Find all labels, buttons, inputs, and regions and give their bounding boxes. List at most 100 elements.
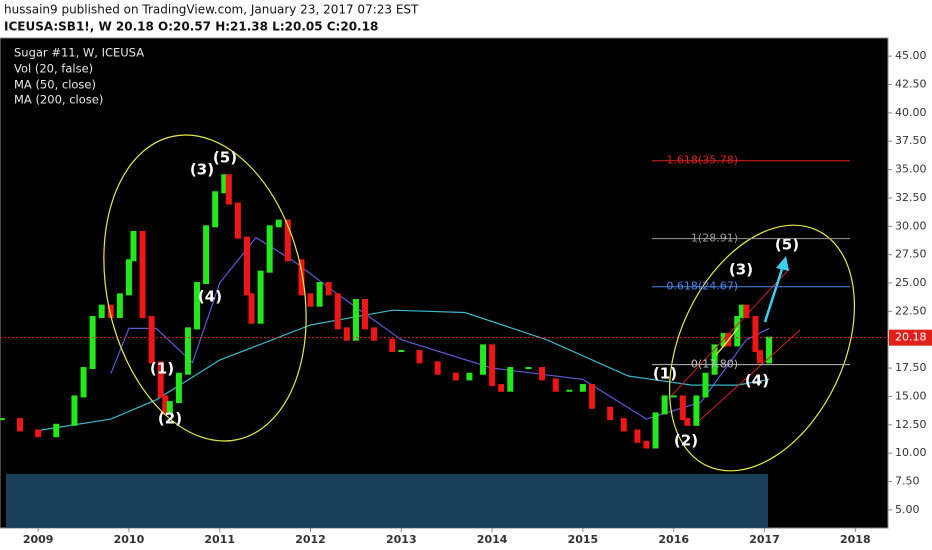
price-candle (275, 219, 282, 228)
price-candle (139, 230, 146, 319)
x-tick-label: 2011 (204, 533, 235, 546)
price-candle (371, 327, 378, 341)
price-candle (480, 344, 487, 375)
volume-band (6, 474, 768, 528)
price-candle (489, 344, 496, 387)
price-candle (0, 418, 5, 421)
price-candle (589, 384, 595, 409)
price-candle (620, 418, 627, 432)
price-candle (452, 372, 459, 381)
price-candle (756, 350, 763, 364)
price-candle (130, 230, 137, 262)
price-candle (607, 406, 614, 421)
y-tick-label: 35.00 (895, 163, 927, 176)
price-candle (162, 395, 169, 415)
price-candle (166, 401, 173, 415)
wave-label: (5) (213, 149, 237, 167)
wave-label: (3) (190, 161, 214, 179)
fib-label: 0.618(24.67) (666, 280, 738, 293)
y-tick-label: 37.50 (895, 134, 927, 147)
price-candle (107, 304, 114, 319)
price-candle (194, 282, 201, 330)
y-tick-label: 7.50 (895, 474, 920, 487)
price-candle (16, 418, 23, 432)
price-candle (652, 412, 659, 449)
last-price-label: 20.18 (895, 331, 927, 344)
price-candle (670, 395, 677, 398)
wave-label: (1) (653, 365, 677, 383)
fib-label: 1(28.91) (691, 232, 738, 245)
y-tick-label: 27.50 (895, 248, 927, 261)
price-candle (507, 367, 514, 392)
price-candle (184, 327, 191, 375)
price-candle (157, 361, 164, 398)
price-candle (212, 191, 219, 228)
y-tick-label: 15.00 (895, 389, 927, 402)
price-candle (125, 259, 132, 296)
x-tick-label: 2009 (23, 533, 54, 546)
wave-label: (5) (775, 236, 799, 254)
price-candle (284, 219, 291, 262)
wave-label: (1) (150, 360, 174, 378)
x-tick-label: 2014 (477, 533, 508, 546)
y-tick-label: 40.00 (895, 106, 927, 119)
price-candle (89, 316, 96, 370)
fib-label: 1.618(35.78) (666, 154, 738, 167)
fib-label: 0(17.80) (691, 358, 738, 371)
ma-line (38, 309, 770, 432)
price-candle (203, 225, 210, 284)
y-tick-label: 25.00 (895, 276, 927, 289)
price-candle (466, 372, 473, 381)
price-candle (579, 384, 586, 392)
x-tick-label: 2015 (568, 533, 599, 546)
price-candle (661, 395, 668, 415)
plot-bg (0, 38, 888, 528)
y-tick-label: 5.00 (895, 503, 920, 516)
price-candle (35, 429, 42, 438)
x-tick-label: 2017 (749, 533, 780, 546)
price-candle (711, 344, 718, 375)
price-candle (71, 395, 78, 426)
price-candle (398, 350, 405, 353)
legend-entry: Vol (20, false) (14, 62, 93, 76)
price-candle (298, 259, 305, 296)
price-candle (98, 304, 105, 319)
price-candle (352, 299, 359, 341)
triangle-pattern (715, 327, 739, 356)
price-candle (766, 336, 773, 364)
y-tick-label: 42.50 (895, 78, 927, 91)
wave-ellipse (668, 224, 856, 472)
y-tick-label: 22.50 (895, 304, 927, 317)
wave-label: (4) (198, 288, 222, 306)
price-candle (243, 236, 250, 296)
price-candle (221, 174, 228, 194)
projection-arrow (763, 265, 785, 323)
price-candle (80, 367, 87, 398)
header-symbol: ICEUSA:SB1!, W 20.18 O:20.57 H:21.38 L:2… (4, 20, 378, 34)
price-candle (116, 293, 123, 319)
y-tick-label: 30.00 (895, 219, 927, 232)
arrow-head (776, 256, 789, 271)
wave-label: (2) (674, 432, 698, 450)
price-candle (175, 372, 182, 404)
price-candle (362, 299, 369, 330)
y-tick-label: 10.00 (895, 446, 927, 459)
price-candle (389, 338, 396, 353)
price-candle (498, 384, 505, 392)
price-candle (225, 174, 232, 205)
price-candle (343, 327, 350, 341)
wave-label: (2) (158, 410, 182, 428)
price-candle (693, 395, 700, 426)
price-candle (643, 440, 650, 449)
price-candle (434, 361, 441, 375)
y-tick-label: 17.50 (895, 361, 927, 374)
x-tick-label: 2013 (386, 533, 417, 546)
price-candle (552, 378, 559, 392)
legend-entry: Sugar #11, W, ICEUSA (14, 46, 144, 60)
price-candle (634, 429, 641, 443)
price-candle (566, 389, 573, 392)
legend-entry: MA (200, close) (14, 93, 103, 107)
price-candle (266, 225, 273, 273)
wave-ellipse (103, 134, 307, 442)
